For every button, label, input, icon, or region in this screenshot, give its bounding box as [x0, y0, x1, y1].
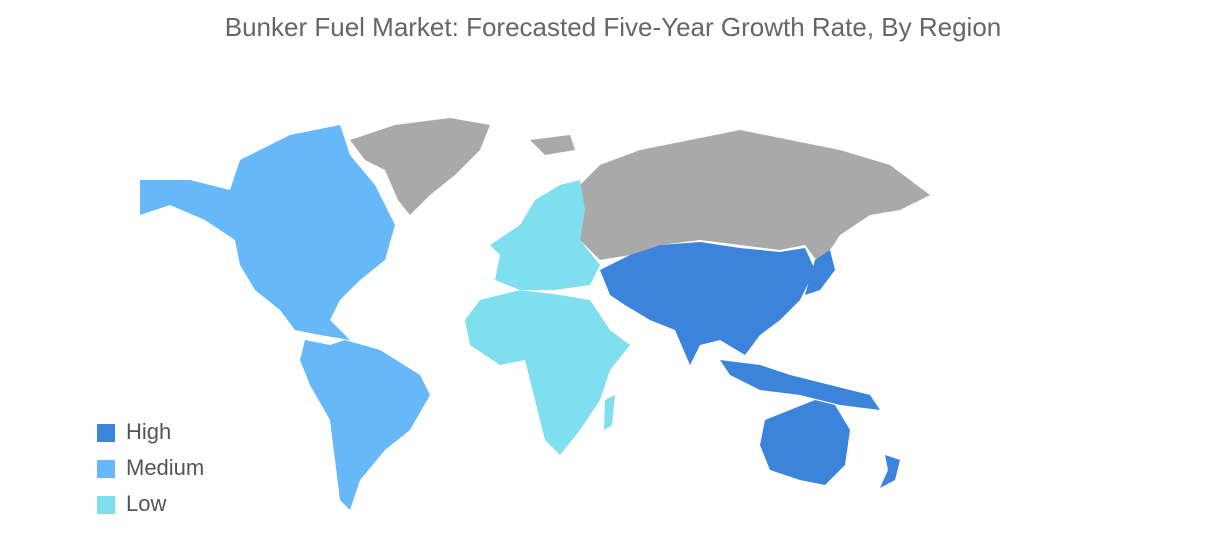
- region-medium: [300, 340, 430, 510]
- region-medium: [140, 125, 395, 340]
- region-low: [465, 290, 630, 455]
- region-high: [805, 250, 835, 295]
- region-high: [600, 242, 815, 365]
- chart-title: Bunker Fuel Market: Forecasted Five-Year…: [225, 12, 1001, 42]
- legend-label: High: [126, 419, 171, 444]
- region-high: [760, 400, 850, 485]
- region-no-data: [530, 135, 575, 155]
- legend-swatch: [97, 460, 115, 478]
- legend-label: Low: [126, 491, 166, 516]
- region-high: [880, 455, 900, 488]
- legend-label: Medium: [126, 455, 204, 480]
- legend: High Medium Low: [97, 419, 204, 516]
- region-low: [604, 395, 615, 430]
- map: [140, 118, 930, 510]
- region-no-data: [575, 130, 930, 265]
- legend-swatch: [97, 424, 115, 442]
- region-low: [490, 180, 600, 290]
- legend-swatch: [97, 496, 115, 514]
- region-no-data: [350, 118, 490, 215]
- region-high: [720, 360, 880, 410]
